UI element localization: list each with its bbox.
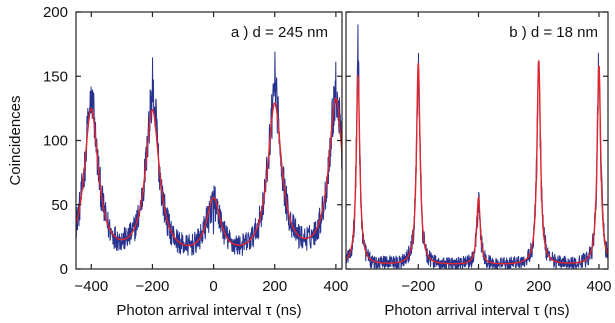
y-axis-title: Coincidences [7, 95, 24, 185]
y-tick-label: 200 [43, 4, 68, 21]
fit-line [76, 97, 342, 247]
panel-label: a ) d = 245 nm [231, 24, 328, 41]
x-tick-label: −200 [401, 278, 435, 295]
fit-line [346, 60, 608, 265]
x-axis-title: Photon arrival interval τ (ns) [116, 302, 301, 319]
x-tick-label: −400 [74, 278, 108, 295]
x-tick-label: 400 [586, 278, 611, 295]
y-tick-label: 100 [43, 133, 68, 150]
x-tick-label: 200 [262, 278, 287, 295]
y-tick-label: 50 [51, 197, 68, 214]
x-tick-label: 0 [474, 278, 482, 295]
x-tick-label: 200 [526, 278, 551, 295]
x-tick-label: 0 [209, 278, 217, 295]
panel-b: −200 0 200 400 b ) d = 18 nm Photon arrival i… [345, 11, 611, 319]
measured-data-line [76, 51, 342, 256]
x-tick-label: −200 [136, 278, 170, 295]
x-tick-label: 400 [323, 278, 348, 295]
panel-label: b ) d = 18 nm [509, 24, 598, 41]
x-axis-title: Photon arrival interval τ (ns) [384, 302, 569, 319]
panel-a: −400 −200 0 200 400 0 50 100 150 200 a ) d = 245 n… [7, 4, 348, 319]
y-tick-label: 150 [43, 68, 68, 85]
y-tick-label: 0 [60, 261, 68, 278]
